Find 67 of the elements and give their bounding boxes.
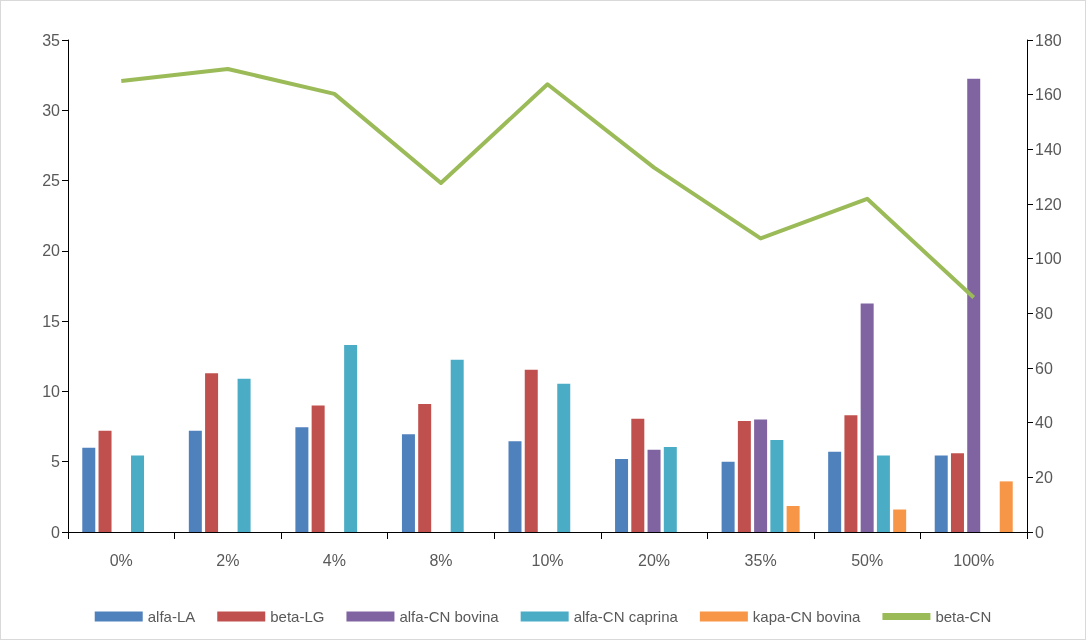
bar — [82, 447, 96, 532]
x-tick-label: 50% — [851, 551, 884, 569]
legend-label: beta-LG — [270, 608, 325, 625]
x-tick-label: 8% — [429, 551, 453, 569]
y-tick-label: 15 — [42, 312, 61, 330]
legend-label: alfa-LA — [147, 608, 196, 625]
bar — [647, 449, 661, 532]
y2-tick-label: 160 — [1035, 86, 1062, 104]
bar — [98, 430, 112, 532]
bar — [344, 345, 358, 532]
y2-tick-label: 40 — [1035, 414, 1053, 432]
bar — [934, 455, 948, 532]
y-tick-label: 30 — [42, 101, 61, 119]
bar — [876, 455, 890, 532]
y2-tick-label: 180 — [1035, 31, 1062, 49]
x-tick-label: 0% — [109, 551, 133, 569]
legend-label: alfa-CN caprina — [573, 608, 679, 625]
bar — [721, 461, 735, 532]
y2-tick-label: 100 — [1035, 250, 1062, 268]
bar — [311, 405, 325, 532]
bar — [508, 441, 522, 532]
y-tick-label: 35 — [42, 31, 61, 49]
bar — [524, 369, 538, 532]
x-tick-label: 20% — [638, 551, 671, 569]
line-series — [119, 66, 976, 300]
bar — [131, 455, 145, 532]
bar — [663, 446, 677, 532]
bar — [557, 383, 571, 532]
x-tick-label: 35% — [744, 551, 777, 569]
y-tick-label: 0 — [51, 523, 61, 541]
y2-tick-label: 60 — [1035, 359, 1053, 377]
bar — [295, 427, 309, 532]
bar — [237, 378, 251, 532]
y-tick-label: 25 — [42, 172, 61, 190]
y2-tick-label: 0 — [1035, 523, 1044, 541]
bar — [188, 430, 202, 532]
bar — [631, 418, 645, 532]
bar — [615, 458, 629, 532]
bar — [967, 78, 981, 532]
y2-tick-label: 120 — [1035, 195, 1062, 213]
bar — [828, 451, 842, 532]
x-tick-label: 100% — [953, 551, 995, 569]
bar — [450, 359, 464, 532]
bar — [786, 505, 800, 532]
bar — [754, 419, 768, 532]
bar — [893, 509, 907, 532]
bar — [737, 420, 751, 532]
bar — [770, 439, 784, 532]
y-tick-label: 20 — [42, 242, 61, 260]
x-tick-label: 4% — [322, 551, 346, 569]
bar — [860, 303, 874, 532]
bar — [418, 404, 432, 532]
bar — [999, 481, 1013, 532]
y2-tick-label: 20 — [1035, 468, 1053, 486]
legend-label: beta-CN — [935, 608, 992, 625]
bar — [950, 453, 964, 532]
legend-label: kapa-CN bovina — [752, 608, 862, 625]
y-tick-label: 10 — [42, 382, 61, 400]
bar — [844, 415, 858, 532]
y2-tick-label: 140 — [1035, 140, 1062, 158]
legend-label: alfa-CN bovina — [399, 608, 500, 625]
bar — [205, 373, 219, 532]
y2-tick-label: 80 — [1035, 304, 1053, 322]
x-tick-label: 10% — [531, 551, 564, 569]
x-tick-label: 2% — [216, 551, 240, 569]
bar — [401, 434, 415, 532]
y-tick-label: 5 — [51, 453, 61, 471]
